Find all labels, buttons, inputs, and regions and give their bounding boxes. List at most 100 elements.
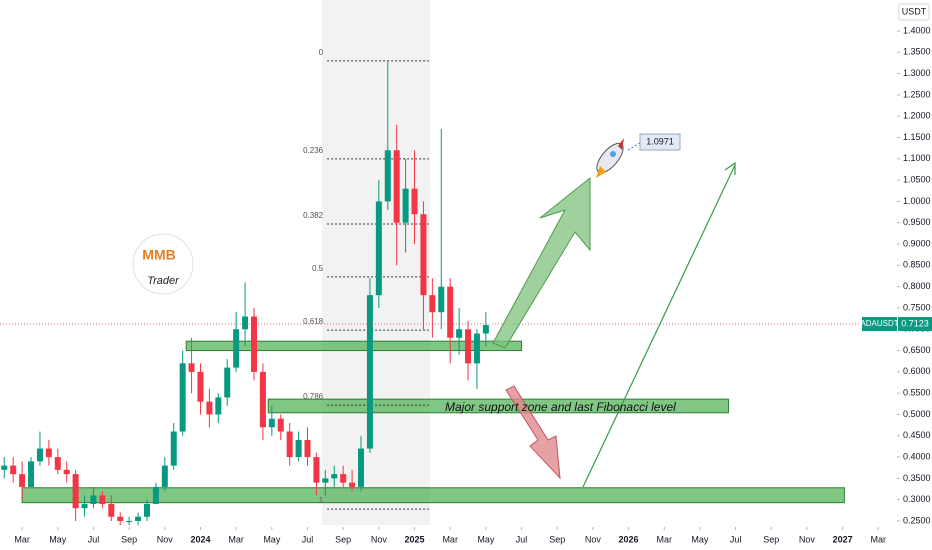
x-tick-label: May bbox=[691, 534, 709, 544]
target-label: 1.0971 bbox=[646, 136, 674, 146]
symbol-tag bbox=[862, 317, 897, 332]
logo: MMB Trader bbox=[132, 233, 194, 295]
fib-label: 0.236 bbox=[303, 146, 324, 155]
candle-body bbox=[152, 486, 159, 504]
x-tick-label: 2026 bbox=[619, 534, 639, 544]
candle-body bbox=[402, 188, 409, 223]
y-tick-label: 1.2500 bbox=[903, 89, 931, 99]
x-tick-label: May bbox=[49, 534, 67, 544]
candle-body bbox=[19, 474, 26, 487]
candle-body bbox=[224, 367, 231, 398]
x-tick-label: Jul bbox=[88, 534, 100, 544]
candle-body bbox=[170, 431, 177, 466]
candle-body bbox=[117, 516, 124, 521]
y-tick-label: 0.6000 bbox=[903, 366, 931, 376]
candle-body bbox=[259, 371, 266, 428]
candle-body bbox=[206, 401, 213, 415]
logo-bottom: Trader bbox=[147, 275, 180, 287]
candle-body bbox=[295, 440, 302, 458]
candle-body bbox=[473, 333, 480, 364]
candle-body bbox=[322, 478, 329, 483]
y-tick-label: 0.9000 bbox=[903, 238, 931, 248]
y-tick-label: 0.4500 bbox=[903, 430, 931, 440]
y-tick-label: 0.2500 bbox=[903, 515, 931, 525]
candle-body bbox=[482, 325, 489, 334]
y-tick-label: 1.3500 bbox=[903, 47, 931, 57]
target-box bbox=[639, 133, 681, 151]
candle-body bbox=[456, 329, 463, 338]
x-tick-label: Mar bbox=[14, 534, 30, 544]
x-tick-label: Sep bbox=[121, 534, 137, 544]
x-tick-label: Mar bbox=[871, 534, 887, 544]
fib-label: 1 bbox=[319, 496, 324, 505]
candle-body bbox=[28, 461, 35, 487]
y-tick-label: 0.6500 bbox=[903, 345, 931, 355]
x-tick-label: Nov bbox=[157, 534, 174, 544]
candle-body bbox=[81, 503, 88, 509]
candle-body bbox=[393, 150, 400, 223]
x-tick-label: Sep bbox=[335, 534, 351, 544]
down-arrow bbox=[505, 385, 561, 480]
target-line bbox=[582, 164, 736, 488]
x-tick-label: Jul bbox=[730, 534, 742, 544]
candle-body bbox=[161, 465, 168, 487]
candle-body bbox=[143, 503, 150, 517]
candle-body bbox=[304, 440, 311, 458]
x-tick-label: May bbox=[477, 534, 495, 544]
y-tick-label: 1.0000 bbox=[903, 196, 931, 206]
candle-body bbox=[420, 214, 427, 296]
y-tick-label: 1.1000 bbox=[903, 153, 931, 163]
candle-body bbox=[197, 371, 204, 402]
x-tick-label: Jul bbox=[302, 534, 314, 544]
candle-body bbox=[447, 286, 454, 338]
y-tick-label: 1.3000 bbox=[903, 68, 931, 78]
candle-body bbox=[90, 495, 97, 504]
candle-body bbox=[313, 457, 320, 483]
x-tick-label: Sep bbox=[549, 534, 565, 544]
target-arrowhead bbox=[724, 161, 736, 175]
candle-body bbox=[331, 474, 338, 479]
x-tick-label: May bbox=[263, 534, 281, 544]
candle-body bbox=[1, 465, 8, 470]
candle-body bbox=[45, 448, 52, 458]
x-tick-label: 2024 bbox=[190, 534, 210, 544]
fib-label: 0.382 bbox=[303, 211, 324, 220]
support-zone bbox=[267, 398, 729, 414]
x-tick-label: Mar bbox=[228, 534, 244, 544]
annotation: Major support zone and last Fibonacci le… bbox=[445, 400, 676, 414]
x-tick-label: Mar bbox=[656, 534, 672, 544]
axes: 0.2500 0.3000 0.3500 0.4000 0.4500 0.5000 0.55… bbox=[14, 25, 932, 544]
candle-body bbox=[465, 329, 472, 364]
support-zone bbox=[21, 487, 845, 504]
candle-body bbox=[242, 316, 249, 330]
candle-body bbox=[108, 503, 115, 517]
x-tick-label: Mar bbox=[442, 534, 458, 544]
candle-body bbox=[411, 188, 418, 215]
y-tick-label: 1.2000 bbox=[903, 111, 931, 121]
x-tick-label: 2027 bbox=[833, 534, 853, 544]
candle-body bbox=[277, 418, 284, 432]
candle-body bbox=[268, 418, 275, 428]
candle-body bbox=[286, 431, 293, 458]
candle-body bbox=[438, 286, 445, 313]
rocket bbox=[596, 138, 624, 178]
y-tick-label: 0.5000 bbox=[903, 409, 931, 419]
candle-body bbox=[54, 457, 61, 470]
y-tick-label: 0.5500 bbox=[903, 388, 931, 398]
y-tick-label: 1.1500 bbox=[903, 132, 931, 142]
x-tick-label: Nov bbox=[799, 534, 816, 544]
x-tick-label: Nov bbox=[371, 534, 388, 544]
candle-body bbox=[340, 474, 347, 483]
candle-body bbox=[215, 397, 222, 415]
y-tick-label: 0.8500 bbox=[903, 260, 931, 270]
candle-body bbox=[429, 295, 436, 313]
candle-body bbox=[10, 465, 17, 475]
candle-body bbox=[384, 150, 391, 202]
candle-body bbox=[36, 448, 43, 462]
plot: 0 0.236 0.382 0.5 0.618 0.786 1 bbox=[0, 48, 897, 526]
y-tick-label: 1.0500 bbox=[903, 175, 931, 185]
fib-label: 0.5 bbox=[312, 264, 324, 273]
candle-body bbox=[188, 363, 195, 372]
y-tick-label: 0.8000 bbox=[903, 281, 931, 291]
price-axis bbox=[897, 0, 932, 550]
